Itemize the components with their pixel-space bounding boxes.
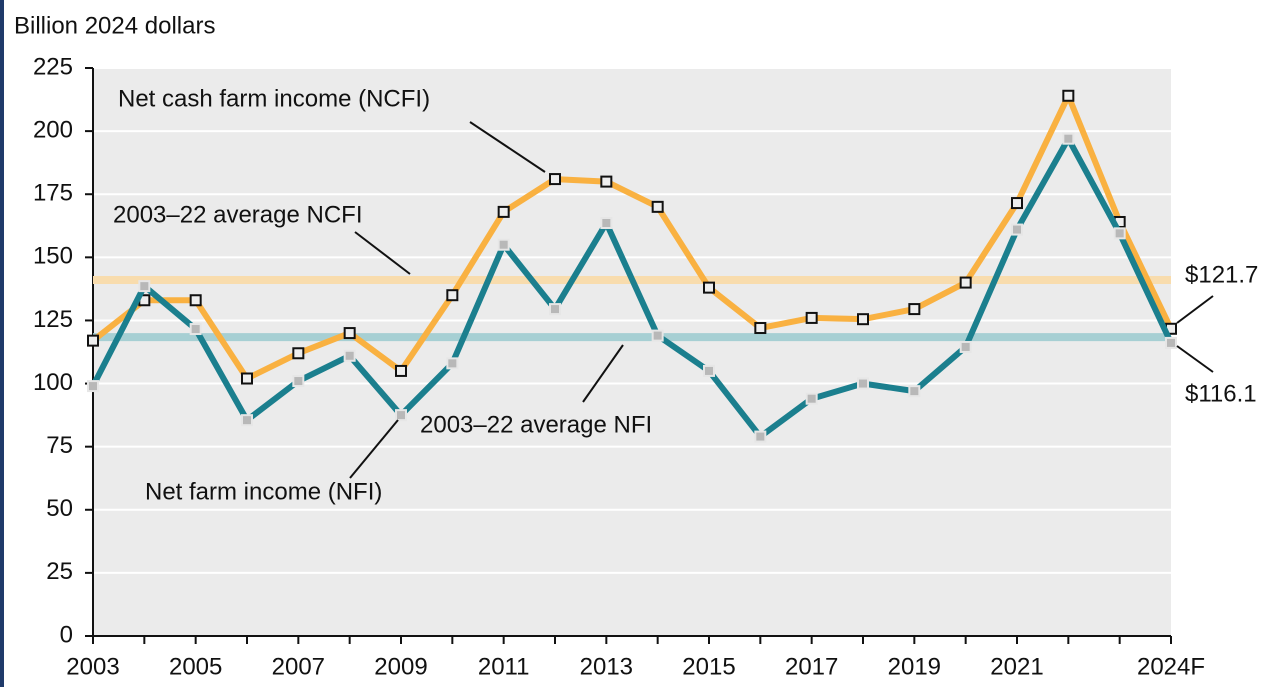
point-marker: [1011, 223, 1023, 236]
point-marker: [908, 385, 921, 398]
y-tick-label: 75: [46, 432, 73, 459]
point-marker: [549, 303, 561, 316]
y-tick-label: 0: [60, 621, 73, 648]
point-marker: [651, 329, 664, 342]
x-tick-label: 2007: [272, 653, 325, 680]
point-marker: [395, 364, 407, 377]
point-marker: [600, 175, 613, 188]
x-tick-label: 2024F: [1137, 653, 1205, 680]
point-marker: [87, 334, 99, 347]
value-annotation: $121.7: [1185, 261, 1258, 288]
series-line: [91, 92, 1174, 382]
point-marker: [241, 372, 253, 385]
x-tick-label: 2009: [374, 653, 427, 680]
point-marker: [959, 276, 972, 289]
average-label: 2003–22 average NFI: [420, 411, 652, 438]
y-tick-label: 125: [33, 306, 73, 333]
point-marker: [189, 294, 202, 307]
point-marker: [600, 217, 613, 230]
point-marker: [754, 430, 767, 443]
series-label: Net farm income (NFI): [145, 478, 382, 505]
point-marker: [549, 173, 561, 186]
y-axis-label: Billion 2024 dollars: [14, 12, 215, 39]
y-tick-label: 150: [33, 243, 73, 270]
point-marker: [138, 280, 151, 293]
x-tick-label: 2021: [990, 653, 1043, 680]
point-marker: [805, 311, 818, 324]
y-tick-label: 175: [33, 180, 73, 207]
point-marker: [395, 409, 407, 422]
y-tick-label: 50: [46, 495, 73, 522]
leader-line: [582, 344, 624, 403]
series-line: [90, 135, 1174, 440]
point-marker: [908, 303, 921, 316]
plot-background: [93, 68, 1171, 636]
point-marker: [292, 375, 305, 388]
point-marker: [1062, 132, 1075, 145]
x-tick-label: 2011: [478, 653, 530, 680]
y-tick-label: 25: [46, 558, 73, 585]
point-marker: [87, 380, 99, 393]
y-tick-label: 200: [33, 116, 73, 143]
edge-strip: [0, 0, 4, 687]
leader-line: [1176, 295, 1214, 324]
x-tick-label: 2019: [888, 653, 941, 680]
leader-line: [1176, 345, 1214, 373]
point-marker: [343, 327, 356, 340]
leader-line: [354, 231, 411, 275]
y-tick-label: 225: [33, 53, 73, 80]
point-marker: [805, 392, 818, 405]
x-tick-label: 2005: [169, 653, 222, 680]
x-tick-label: 2013: [580, 653, 633, 680]
point-marker: [497, 205, 510, 218]
point-marker: [1113, 227, 1126, 240]
value-annotation: $116.1: [1185, 380, 1257, 407]
point-marker: [292, 347, 305, 360]
x-tick-label: 2003: [66, 653, 119, 680]
leader-line: [349, 419, 399, 479]
leader-line: [469, 121, 546, 173]
point-marker: [446, 357, 459, 370]
point-marker: [189, 323, 202, 336]
y-tick-label: 100: [33, 369, 73, 396]
point-marker: [651, 200, 664, 213]
point-marker: [1165, 336, 1177, 349]
point-marker: [857, 313, 869, 326]
point-marker: [241, 414, 253, 427]
point-marker: [1062, 89, 1075, 102]
point-marker: [857, 377, 869, 390]
x-tick-label: 2017: [785, 653, 838, 680]
point-marker: [754, 322, 767, 335]
average-label: 2003–22 average NCFI: [113, 201, 363, 228]
x-tick-label: 2015: [682, 653, 735, 680]
point-marker: [703, 364, 715, 377]
point-marker: [446, 289, 459, 302]
point-marker: [703, 281, 715, 294]
point-marker: [343, 349, 356, 362]
point-marker: [959, 340, 972, 353]
series-label: Net cash farm income (NCFI): [118, 85, 430, 112]
point-marker: [1011, 197, 1023, 210]
point-marker: [497, 238, 510, 251]
